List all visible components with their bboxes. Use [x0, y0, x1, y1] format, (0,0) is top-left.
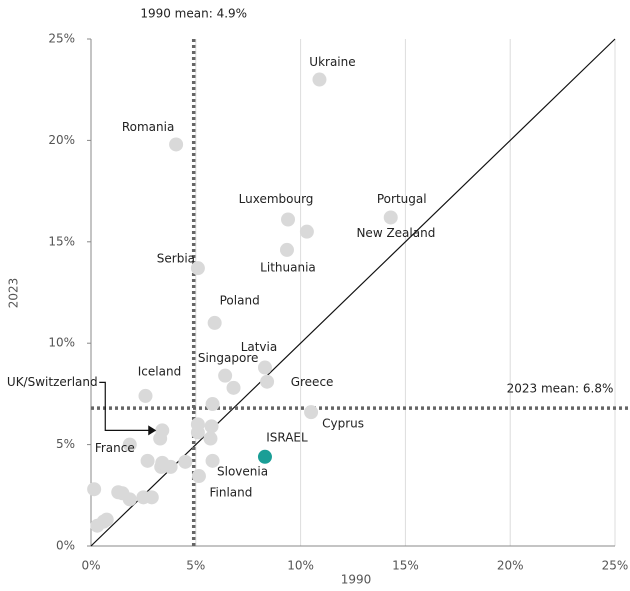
point — [99, 512, 114, 527]
point — [203, 431, 218, 446]
point-label: Cyprus — [322, 417, 364, 431]
point-label: Lithuania — [260, 260, 316, 274]
point-label: Greece — [291, 375, 334, 389]
x-axis-label: 1990 — [341, 573, 372, 587]
point — [299, 224, 314, 239]
point — [144, 490, 159, 505]
point-label: ISRAEL — [266, 430, 308, 444]
point-label: Slovenia — [217, 464, 268, 478]
point — [122, 492, 137, 507]
point-label: Finland — [209, 486, 252, 500]
point-label: Romania — [122, 120, 174, 134]
point — [304, 405, 319, 420]
point — [87, 482, 102, 497]
point — [226, 380, 241, 395]
point-label: Luxembourg — [239, 192, 314, 206]
point — [190, 261, 205, 276]
point-label: Serbia — [157, 252, 195, 266]
x-tick-label: 5% — [186, 559, 205, 573]
point-label: Iceland — [138, 364, 181, 378]
point — [257, 449, 272, 464]
point — [279, 242, 294, 257]
point-label: Portugal — [377, 192, 427, 206]
point-label: UK/Switzerland — [7, 375, 98, 389]
point — [140, 453, 155, 468]
arrow — [99, 381, 151, 432]
point — [153, 431, 168, 446]
x-tick-label: 0% — [81, 559, 100, 573]
point-label: Ukraine — [309, 55, 355, 69]
point — [207, 315, 222, 330]
point-label: New Zealand — [356, 226, 435, 240]
point — [163, 459, 178, 474]
y-axis-label: 2023 — [7, 278, 21, 309]
point — [190, 425, 205, 440]
point — [257, 360, 272, 375]
mean-label: 2023 mean: 6.8% — [507, 382, 614, 396]
y-tick-label: 5% — [56, 437, 75, 451]
point — [383, 210, 398, 225]
point — [204, 419, 219, 434]
point-label: France — [95, 441, 135, 455]
point — [218, 368, 233, 383]
point — [312, 72, 327, 87]
point — [191, 469, 206, 484]
point — [138, 388, 153, 403]
point-label: Latvia — [241, 340, 278, 354]
y-tick-label: 15% — [48, 234, 75, 248]
point-label: Poland — [220, 293, 260, 307]
x-tick-label: 25% — [602, 559, 629, 573]
y-tick-label: 20% — [48, 133, 75, 147]
mean-label: 1990 mean: 4.9% — [140, 7, 247, 21]
x-tick-label: 20% — [497, 559, 524, 573]
point — [169, 137, 184, 152]
arrow-head — [148, 425, 157, 436]
y-tick-label: 25% — [48, 32, 75, 46]
point — [122, 437, 137, 452]
x-tick-label: 10% — [287, 559, 314, 573]
y-tick-label: 0% — [56, 539, 75, 553]
x-tick-label: 15% — [392, 559, 419, 573]
point — [178, 454, 193, 469]
point — [260, 374, 275, 389]
point-label: Singapore — [198, 351, 259, 365]
point — [205, 397, 220, 412]
point — [281, 212, 296, 227]
point — [205, 453, 220, 468]
y-tick-label: 10% — [48, 336, 75, 350]
